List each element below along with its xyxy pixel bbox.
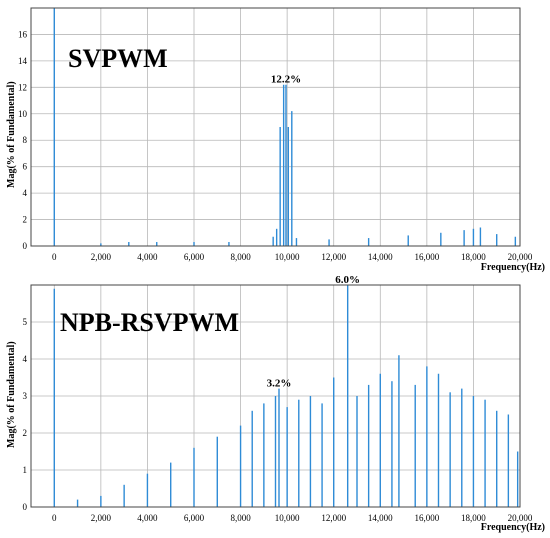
npb-rsvpwm-x-tick-label: 14,000 [368,513,393,523]
svpwm-x-tick-label: 10,000 [275,252,300,262]
npb-rsvpwm-y-tick-label: 4 [23,354,28,364]
npb-rsvpwm-y-tick-label: 2 [23,428,28,438]
svpwm-y-tick-label: 16 [18,29,28,39]
npb-rsvpwm-y-axis-label: Mag(% of Fundamental) [6,341,17,448]
npb-rsvpwm-x-tick-label: 4,000 [137,513,158,523]
npb-rsvpwm-x-tick-label: 16,000 [414,513,439,523]
svpwm-y-tick-label: 0 [23,241,28,251]
svpwm-bars [53,8,517,246]
npb-rsvpwm-spectrum-chart: 0 2,000 4,000 6,000 8,000 10,000 12,000 14,000 1… [6,274,545,533]
svpwm-plot-frame [30,7,521,247]
npb-rsvpwm-chart-title: NPB-RSVPWM [60,308,239,337]
npb-rsvpwm-y-tick-label: 5 [23,317,28,327]
svpwm-axes [30,7,521,247]
svpwm-chart-title: SVPWM [68,44,168,73]
npb-rsvpwm-y-tick-label: 1 [23,465,28,475]
svpwm-annotations: 12.2% [271,74,301,86]
svpwm-x-tick-label: 16,000 [414,252,439,262]
svpwm-spectrum-chart: 0 2,000 4,000 6,000 8,000 10,000 12,000 14,000 1… [6,7,545,273]
svpwm-x-tick-label: 8,000 [230,252,251,262]
npb-rsvpwm-tick-labels: 0 2,000 4,000 6,000 8,000 10,000 12,000 14,000 1… [23,317,533,523]
npb-rsvpwm-x-tick-label: 20,000 [508,513,533,523]
svpwm-x-tick-label: 6,000 [184,252,205,262]
svpwm-y-tick-label: 10 [18,109,28,119]
npb-rsvpwm-plot-frame [30,284,521,508]
npb-rsvpwm-peak-annotation: 6.0% [335,274,360,286]
npb-rsvpwm-y-tick-label: 0 [23,502,28,512]
npb-rsvpwm-axes [30,284,521,508]
npb-rsvpwm-x-tick-label: 18,000 [461,513,486,523]
svpwm-x-tick-label: 4,000 [137,252,158,262]
svpwm-tick-labels: 0 2,000 4,000 6,000 8,000 10,000 12,000 14,000 1… [18,29,533,262]
npb-rsvpwm-bars [53,285,519,507]
svpwm-y-tick-label: 2 [23,215,28,225]
svpwm-y-tick-label: 8 [23,135,28,145]
npb-rsvpwm-x-tick-label: 6,000 [184,513,205,523]
svpwm-x-tick-label: 12,000 [321,252,346,262]
svpwm-y-tick-label: 6 [23,162,28,172]
svpwm-x-tick-label: 20,000 [508,252,533,262]
npb-rsvpwm-x-tick-label: 8,000 [230,513,251,523]
svpwm-y-tick-label: 14 [18,56,28,66]
npb-rsvpwm-x-tick-label: 2,000 [91,513,112,523]
svpwm-x-tick-label: 0 [52,252,57,262]
npb-rsvpwm-y-tick-label: 3 [23,391,28,401]
npb-rsvpwm-x-tick-label: 12,000 [321,513,346,523]
npb-rsvpwm-x-axis-label: Frequency(Hz) [481,522,545,533]
npb-rsvpwm-annotations: 6.0% 3.2% [267,274,360,390]
svpwm-x-tick-label: 18,000 [461,252,486,262]
svpwm-x-tick-label: 2,000 [91,252,112,262]
svpwm-x-tick-label: 14,000 [368,252,393,262]
svpwm-y-tick-label: 4 [23,188,28,198]
npb-rsvpwm-x-tick-label: 0 [52,513,57,523]
svpwm-x-axis-label: Frequency(Hz) [481,262,545,273]
npb-rsvpwm-peak-annotation: 3.2% [267,378,292,390]
npb-rsvpwm-x-tick-label: 10,000 [275,513,300,523]
svpwm-peak-annotation: 12.2% [271,74,301,86]
svpwm-y-tick-label: 12 [18,82,27,92]
svpwm-y-axis-label: Mag(% of Fundamental) [6,81,17,188]
